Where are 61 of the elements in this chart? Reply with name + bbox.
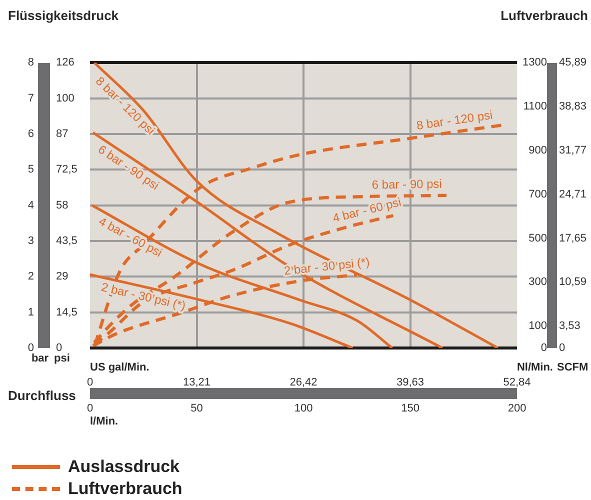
x-tick-label: 50 bbox=[190, 402, 203, 415]
text: 87 bbox=[56, 128, 68, 140]
y-axis-title: bar bbox=[31, 352, 50, 365]
text: 72,5 bbox=[56, 164, 78, 176]
text: 43,5 bbox=[56, 235, 78, 248]
y2-tick-label: 500 bbox=[528, 232, 547, 244]
y2-tick-label: 1300 bbox=[522, 56, 547, 69]
y-tick-label: 7 bbox=[28, 92, 34, 104]
y-tick-label: 0 bbox=[28, 342, 34, 354]
y3-tick-label: 24,71 bbox=[559, 188, 587, 200]
y3-tick-label: 17,65 bbox=[559, 232, 587, 244]
y3-tick-label: 38,83 bbox=[559, 100, 587, 113]
x-tick-label: 0 bbox=[86, 402, 94, 415]
text: 6 bar - 90 psi bbox=[96, 142, 162, 193]
y-tick-label: 4 bbox=[28, 199, 34, 212]
y3-tick-label: 3,53 bbox=[559, 320, 580, 332]
y3-tick-label: 31,77 bbox=[559, 144, 587, 156]
y2-axis-title: Nl/Min. bbox=[516, 362, 553, 374]
x2-tick-label: 0 bbox=[86, 376, 94, 389]
x2-tick-label: 13,21 bbox=[182, 376, 211, 389]
text: 4 bar - 60 psi bbox=[96, 214, 165, 260]
y2-tick-label: 700 bbox=[528, 188, 547, 200]
text: psi bbox=[54, 352, 70, 365]
series-label: 6 bar - 90 psi bbox=[372, 176, 442, 192]
y2-tick-label: 900 bbox=[528, 144, 547, 156]
x-tick-label: 150 bbox=[401, 402, 420, 415]
text: Luftverbrauch bbox=[68, 479, 182, 499]
x2-tick-label: 39,63 bbox=[396, 376, 424, 389]
y2-tick-label: 1100 bbox=[523, 100, 547, 113]
text: 4 bar - 60 psi bbox=[331, 194, 403, 226]
y3-tick-label: 45,89 bbox=[559, 56, 587, 69]
y2-tick-label: 0 bbox=[540, 342, 547, 354]
y-tick-label: 8 bbox=[28, 56, 34, 69]
text: 8 bar - 120 psi bbox=[92, 74, 158, 138]
text: Durchfluss bbox=[8, 388, 76, 403]
x2-axis-title: US gal/Min. bbox=[90, 362, 150, 374]
x-tick-label: 200 bbox=[508, 402, 526, 415]
x-axis-title: l/Min. bbox=[90, 416, 118, 428]
y2-tick-label: 300 bbox=[528, 276, 547, 288]
y3-axis-title: SCFM bbox=[557, 362, 588, 374]
text: 100 bbox=[56, 92, 74, 104]
text: 58 bbox=[56, 199, 68, 212]
text: 14,5 bbox=[56, 306, 78, 318]
y-tick-label: 6 bbox=[28, 128, 34, 140]
y3-tick-label: 0 bbox=[559, 342, 566, 354]
text: 0 bbox=[56, 342, 62, 354]
y2-tick-label: 100 bbox=[528, 320, 547, 332]
y-tick-label: 5 bbox=[28, 164, 34, 176]
y-tick-label: 2 bbox=[28, 270, 34, 283]
text: 29 bbox=[56, 270, 68, 283]
y3-tick-label: 10,59 bbox=[559, 276, 587, 288]
text: 126 bbox=[56, 56, 74, 69]
text: Flüssigkeitsdruck bbox=[8, 8, 120, 23]
y-tick-label: 3 bbox=[28, 235, 34, 248]
x-tick-label: 100 bbox=[294, 402, 313, 415]
y-tick-label: 1 bbox=[28, 306, 34, 318]
x2-tick-label: 52,84 bbox=[503, 376, 531, 389]
text: 8 bar - 120 psi bbox=[416, 108, 494, 133]
text: Luftverbrauch bbox=[500, 8, 588, 23]
text: Auslassdruck bbox=[68, 457, 180, 477]
x2-tick-label: 26,42 bbox=[290, 376, 318, 389]
